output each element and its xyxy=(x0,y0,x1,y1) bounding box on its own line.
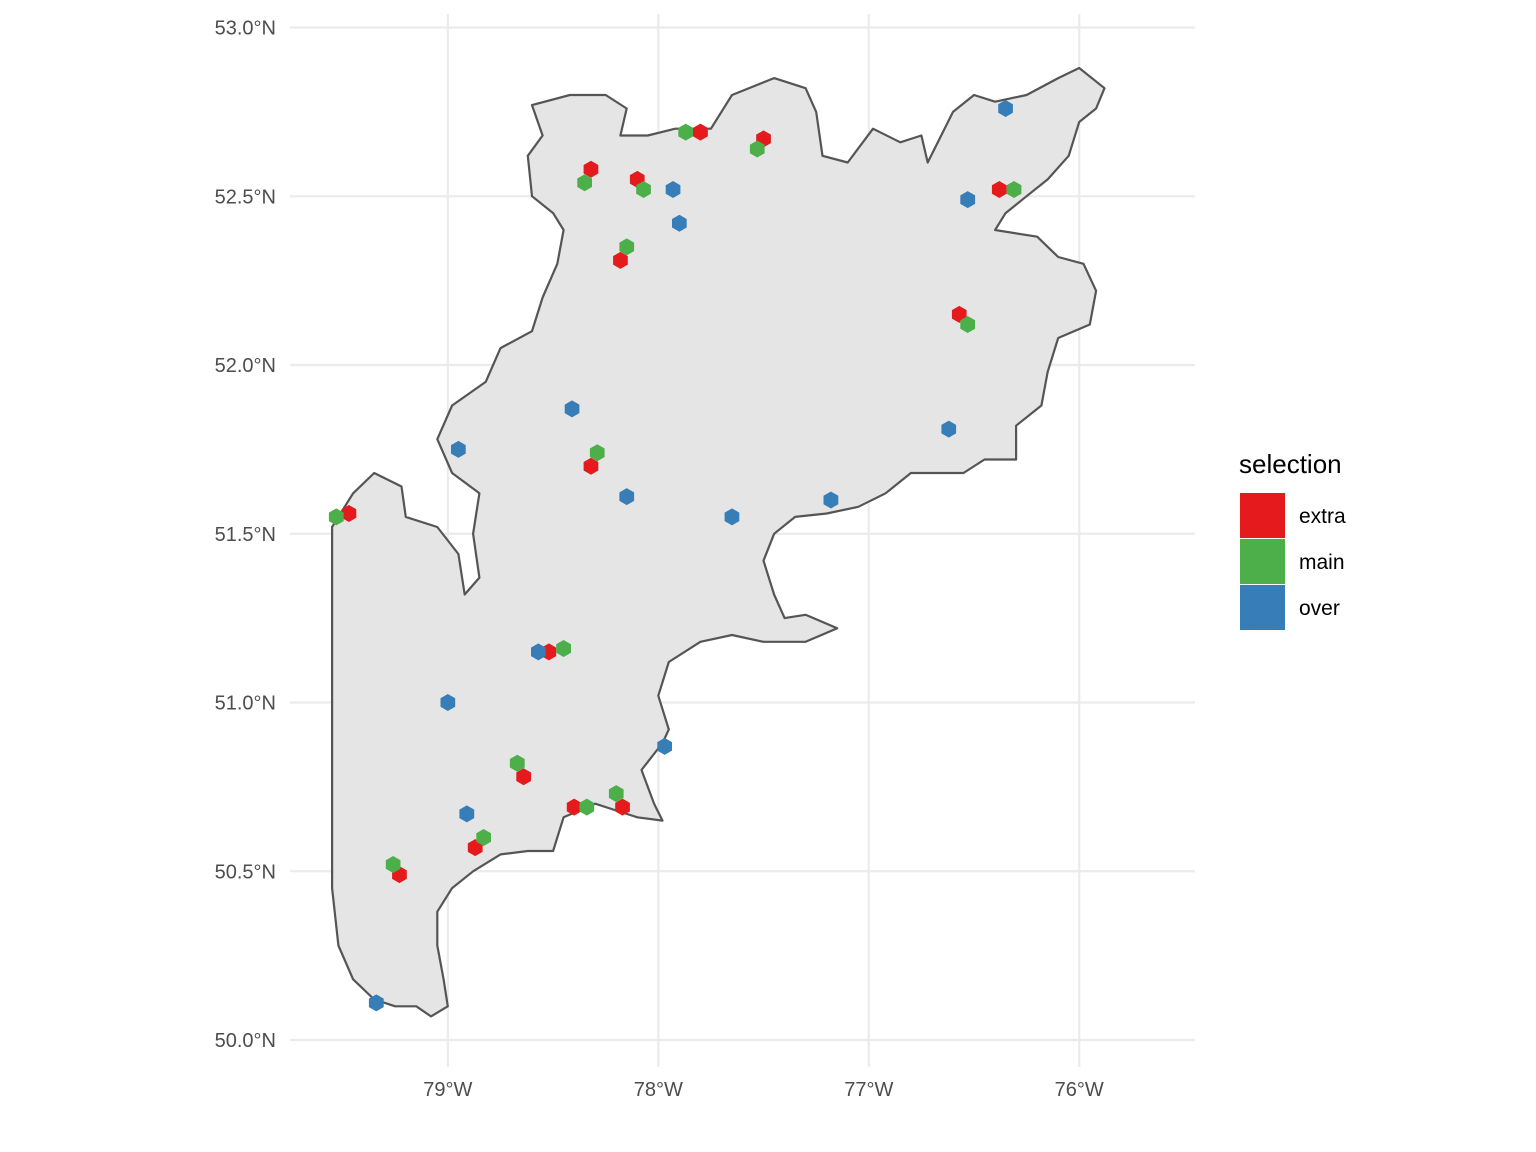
y-tick-label: 50.5°N xyxy=(215,861,276,883)
point-main xyxy=(589,444,605,462)
x-tick-label: 76°W xyxy=(1055,1079,1104,1101)
point-over xyxy=(459,805,475,823)
point-main xyxy=(678,123,693,141)
legend: selection extra main over xyxy=(1239,449,1346,630)
point-main xyxy=(556,640,571,657)
point-extra xyxy=(516,768,531,786)
legend-label-over: over xyxy=(1299,597,1340,620)
point-extra xyxy=(615,798,630,816)
x-tick-label: 77°W xyxy=(844,1079,893,1101)
legend-key-extra xyxy=(1240,493,1285,538)
point-main xyxy=(619,238,635,256)
point-over xyxy=(941,420,957,438)
y-tick-label: 52.5°N xyxy=(215,186,276,208)
legend-title: selection xyxy=(1239,449,1342,479)
y-tick-label: 52.0°N xyxy=(215,355,276,377)
point-extra xyxy=(613,251,628,269)
y-tick-label: 51.5°N xyxy=(215,524,276,546)
point-extra xyxy=(693,123,708,141)
point-over xyxy=(998,100,1013,117)
point-main xyxy=(328,508,344,526)
point-main xyxy=(636,181,651,198)
point-over xyxy=(619,488,635,506)
point-over xyxy=(672,214,687,232)
point-over xyxy=(564,400,580,418)
point-main xyxy=(1006,181,1022,198)
point-main xyxy=(960,316,976,333)
point-over xyxy=(440,694,456,711)
point-main xyxy=(476,829,491,846)
point-main xyxy=(749,140,765,158)
point-main xyxy=(577,174,592,192)
point-extra xyxy=(566,798,582,816)
legend-label-extra: extra xyxy=(1299,505,1346,528)
point-over xyxy=(451,440,466,458)
point-over xyxy=(665,181,681,198)
y-tick-label: 51.0°N xyxy=(215,693,276,715)
point-extra xyxy=(951,305,967,323)
point-extra xyxy=(341,505,357,522)
point-over xyxy=(368,994,384,1012)
point-main xyxy=(385,856,401,873)
x-tick-label: 78°W xyxy=(634,1079,683,1101)
y-tick-label: 53.0°N xyxy=(215,18,276,40)
selection-points xyxy=(328,100,1022,1012)
point-over xyxy=(657,737,672,755)
point-extra xyxy=(583,457,599,475)
point-over xyxy=(823,491,839,509)
x-axis-tick-labels: 79°W 78°W 77°W 76°W xyxy=(423,1079,1104,1101)
point-main xyxy=(509,754,525,772)
legend-key-main xyxy=(1240,539,1285,584)
point-over xyxy=(724,508,740,526)
point-over xyxy=(531,643,546,661)
y-tick-label: 50.0°N xyxy=(215,1030,276,1052)
point-over xyxy=(960,191,976,209)
x-tick-label: 79°W xyxy=(423,1079,472,1101)
point-extra xyxy=(467,839,483,857)
point-main xyxy=(579,798,595,816)
y-axis-tick-labels: 50.0°N 50.5°N 51.0°N 51.5°N 52.0°N 52.5°N 53.0… xyxy=(215,18,276,1053)
legend-key-over xyxy=(1240,585,1285,630)
point-main xyxy=(608,785,624,803)
point-extra xyxy=(991,181,1007,198)
legend-label-main: main xyxy=(1299,551,1345,574)
point-extra xyxy=(583,160,599,178)
